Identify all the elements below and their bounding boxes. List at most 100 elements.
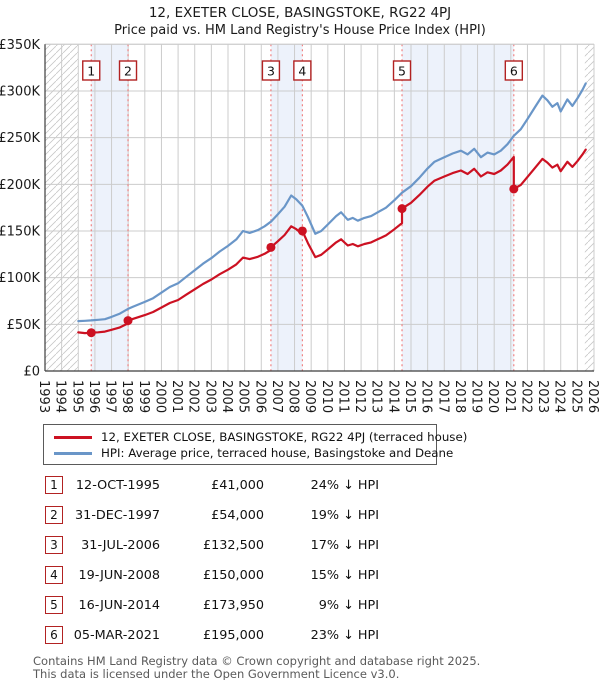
table-row: 4 19-JUN-2008 £150,000 15% ↓ HPI [45, 560, 600, 590]
x-tick-label: 2026 [585, 380, 600, 413]
sale-date: 31-JUL-2006 [81, 537, 160, 553]
x-tick-label: 2001 [169, 380, 184, 413]
sale-number-badge: 5 [45, 596, 63, 614]
sale-hpi-diff: 15% ↓ HPI [310, 567, 379, 583]
sales-table: 1 12-OCT-1995 £41,000 24% ↓ HPI 2 31-DEC-1997… [45, 470, 600, 650]
sale-marker-number: 3 [267, 64, 275, 79]
hpi-line [77, 82, 587, 323]
sale-hpi-diff: 9% ↓ HPI [318, 597, 379, 613]
sale-hpi-diff: 17% ↓ HPI [310, 537, 379, 553]
legend-item-property: 12, EXETER CLOSE, BASINGSTOKE, RG22 4PJ … [50, 429, 467, 445]
sale-hpi-diff: 24% ↓ HPI [310, 477, 379, 493]
sale-date: 19-JUN-2008 [78, 567, 160, 583]
x-tick-label: 2011 [335, 380, 350, 413]
y-tick-label: £0 [23, 365, 40, 380]
x-tick-label: 2002 [186, 380, 201, 413]
sale-hpi-diff: 19% ↓ HPI [310, 507, 379, 523]
x-tick-label: 2021 [502, 380, 517, 413]
sale-point-dot [266, 242, 276, 252]
sale-point-dot [86, 328, 96, 338]
x-tick-label: 2009 [302, 380, 317, 413]
ownership-band [402, 44, 514, 372]
x-tick-label: 1993 [36, 380, 51, 413]
x-tick-label: 2020 [485, 380, 500, 413]
sale-marker-number: 6 [510, 64, 518, 79]
property-line-swatch [54, 435, 92, 439]
sale-price: £195,000 [202, 627, 264, 643]
sale-date: 12-OCT-1995 [75, 477, 160, 493]
x-tick-label: 2008 [286, 380, 301, 413]
sale-date: 16-JUN-2014 [78, 597, 160, 613]
x-tick-label: 2013 [369, 380, 384, 413]
legend-property-label: 12, EXETER CLOSE, BASINGSTOKE, RG22 4PJ … [101, 430, 468, 444]
sale-date: 31-DEC-1997 [75, 507, 160, 523]
sale-point-dot [123, 316, 133, 326]
x-tick-label: 2015 [402, 380, 417, 413]
price-chart: 1 2 3 4 5 6 £0 £50K £100K £150K £200K £250K £300K £35… [0, 39, 600, 413]
sale-point-dot [297, 226, 307, 236]
x-tick-label: 2007 [269, 380, 284, 413]
sale-price: £173,950 [202, 597, 264, 613]
sale-marker-box [293, 60, 312, 81]
sale-point-dot [509, 184, 519, 194]
x-tick-label: 1995 [69, 380, 84, 413]
sale-point-dot [397, 204, 407, 214]
sale-price: £41,000 [211, 477, 264, 493]
sale-marker-box [261, 60, 281, 81]
x-tick-label: 2012 [352, 380, 367, 413]
table-row: 6 05-MAR-2021 £195,000 23% ↓ HPI [45, 620, 600, 650]
sale-marker-box [504, 60, 524, 81]
x-tick-label: 2019 [469, 380, 484, 413]
chart-header: 12, EXETER CLOSE, BASINGSTOKE, RG22 4PJ … [0, 0, 600, 39]
sale-marker-number: 2 [124, 64, 132, 79]
hpi-line-swatch [54, 451, 92, 455]
x-tick-label: 2010 [319, 380, 334, 413]
x-tick-label: 2017 [435, 380, 450, 413]
sale-price: £132,500 [202, 537, 264, 553]
table-row: 2 31-DEC-1997 £54,000 19% ↓ HPI [45, 500, 600, 530]
y-tick-label: £150K [0, 224, 40, 239]
x-tick-label: 2016 [419, 380, 434, 413]
sale-price: £150,000 [202, 567, 264, 583]
y-tick-label: £250K [0, 131, 40, 146]
sale-number-badge: 3 [45, 536, 63, 554]
sale-number-badge: 1 [45, 476, 63, 494]
y-tick-label: £50K [7, 318, 41, 333]
x-tick-label: 1994 [53, 380, 68, 413]
sale-price: £54,000 [211, 507, 264, 523]
sale-marker-box [392, 60, 412, 81]
table-row: 1 12-OCT-1995 £41,000 24% ↓ HPI [45, 470, 600, 500]
table-row: 5 16-JUN-2014 £173,950 9% ↓ HPI [45, 590, 600, 620]
x-tick-label: 2025 [568, 380, 583, 413]
sale-number-badge: 6 [45, 626, 63, 644]
x-tick-label: 2024 [552, 380, 567, 413]
sale-marker-box [118, 60, 138, 81]
chart-legend: 12, EXETER CLOSE, BASINGSTOKE, RG22 4PJ … [43, 424, 467, 465]
x-tick-label: 2014 [385, 380, 400, 413]
sale-hpi-diff: 23% ↓ HPI [310, 627, 379, 643]
y-tick-label: £100K [0, 271, 40, 286]
x-tick-label: 1999 [136, 380, 151, 413]
page-subtitle: Price paid vs. HM Land Registry's House … [114, 23, 486, 38]
x-tick-label: 2018 [452, 380, 467, 413]
sale-marker-number: 1 [87, 64, 95, 79]
x-tick-label: 1998 [119, 380, 134, 413]
x-tick-label: 2022 [518, 380, 533, 413]
sale-marker-number: 4 [298, 64, 306, 79]
x-tick-label: 1997 [103, 380, 118, 413]
x-tick-label: 2023 [535, 380, 550, 413]
legend-hpi-label: HPI: Average price, terraced house, Basi… [101, 446, 454, 460]
x-tick-label: 2004 [219, 380, 234, 413]
legend-item-hpi: HPI: Average price, terraced house, Basi… [50, 445, 453, 461]
x-tick-label: 2005 [236, 380, 251, 413]
sale-marker-box [82, 60, 101, 81]
no-data-hatch [584, 44, 594, 372]
page-title: 12, EXETER CLOSE, BASINGSTOKE, RG22 4PJ [148, 5, 452, 21]
x-tick-label: 2000 [152, 380, 167, 413]
footer-license: Contains HM Land Registry data © Crown c… [33, 655, 600, 680]
sale-marker-number: 5 [398, 64, 406, 79]
sale-number-badge: 2 [45, 506, 63, 524]
sale-date: 05-MAR-2021 [73, 627, 160, 643]
table-row: 3 31-JUL-2006 £132,500 17% ↓ HPI [45, 530, 600, 560]
